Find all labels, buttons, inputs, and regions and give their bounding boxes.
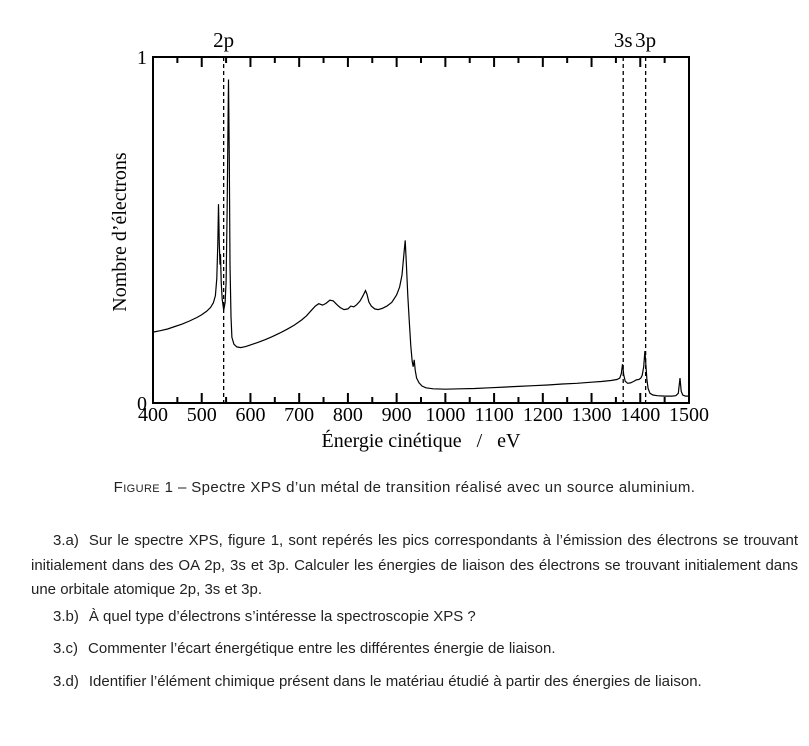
x-tick-label: 400: [138, 404, 168, 426]
figure-caption: Figure 1 – Spectre XPS d’un métal de tra…: [0, 479, 809, 496]
x-tick-label: 800: [333, 404, 363, 426]
x-tick-label: 1200: [523, 404, 563, 426]
question-3a-number: 3.a): [53, 532, 79, 549]
x-tick-label: 700: [284, 404, 314, 426]
x-tick-label: 1400: [620, 404, 660, 426]
question-3d-number: 3.d): [53, 673, 79, 690]
caption-text: Spectre XPS d’un métal de transition réa…: [191, 479, 696, 496]
x-tick-label: 1100: [474, 404, 513, 426]
peak-label-2p: 2p: [213, 28, 234, 52]
x-tick-label: 600: [235, 404, 265, 426]
peak-label-3s: 3s: [614, 28, 633, 52]
y-tick-label: 0: [137, 393, 147, 415]
question-3b: 3.b) À quel type d’électrons s’intéresse …: [31, 605, 798, 630]
question-3d: 3.d) Identifier l’élément chimique présen…: [31, 670, 798, 695]
xps-spectrum-figure: 2p 3s 3p 400 500 600 700 800 900 1000 1100 1200 1300…: [109, 28, 709, 452]
x-tick-label: 900: [382, 404, 412, 426]
x-tick-label: 1500: [669, 404, 709, 426]
x-tick-label: 500: [187, 404, 217, 426]
x-tick-label: 1000: [425, 404, 465, 426]
y-axis-title: Nombre d’électrons: [109, 152, 131, 312]
question-3c: 3.c) Commenter l’écart énergétique entre …: [31, 637, 798, 662]
question-3c-text: Commenter l’écart énergétique entre les …: [88, 640, 556, 657]
question-3d-text: Identifier l’élément chimique présent da…: [88, 673, 702, 690]
spectrum-plot: 2p 3s 3p 400 500 600 700 800 900 1000 1100 1200 1300…: [109, 28, 709, 452]
x-tick-label: 1300: [572, 404, 612, 426]
question-3c-number: 3.c): [53, 640, 79, 657]
caption-separator: –: [177, 479, 187, 496]
plot-frame: [152, 56, 690, 404]
figure-label: Figure 1: [113, 479, 174, 496]
x-axis-title: Énergie cinétique / eV: [321, 429, 521, 452]
y-tick-label: 1: [137, 47, 147, 69]
question-3a-text: Sur le spectre XPS, figure 1, sont repér…: [31, 532, 798, 598]
question-3a: 3.a) Sur le spectre XPS, figure 1, sont r…: [31, 529, 798, 603]
spectrum-curve: [152, 79, 689, 397]
peak-label-3p: 3p: [635, 28, 656, 52]
question-3b-text: À quel type d’électrons s’intéresse la s…: [88, 608, 476, 625]
question-3b-number: 3.b): [53, 608, 79, 625]
